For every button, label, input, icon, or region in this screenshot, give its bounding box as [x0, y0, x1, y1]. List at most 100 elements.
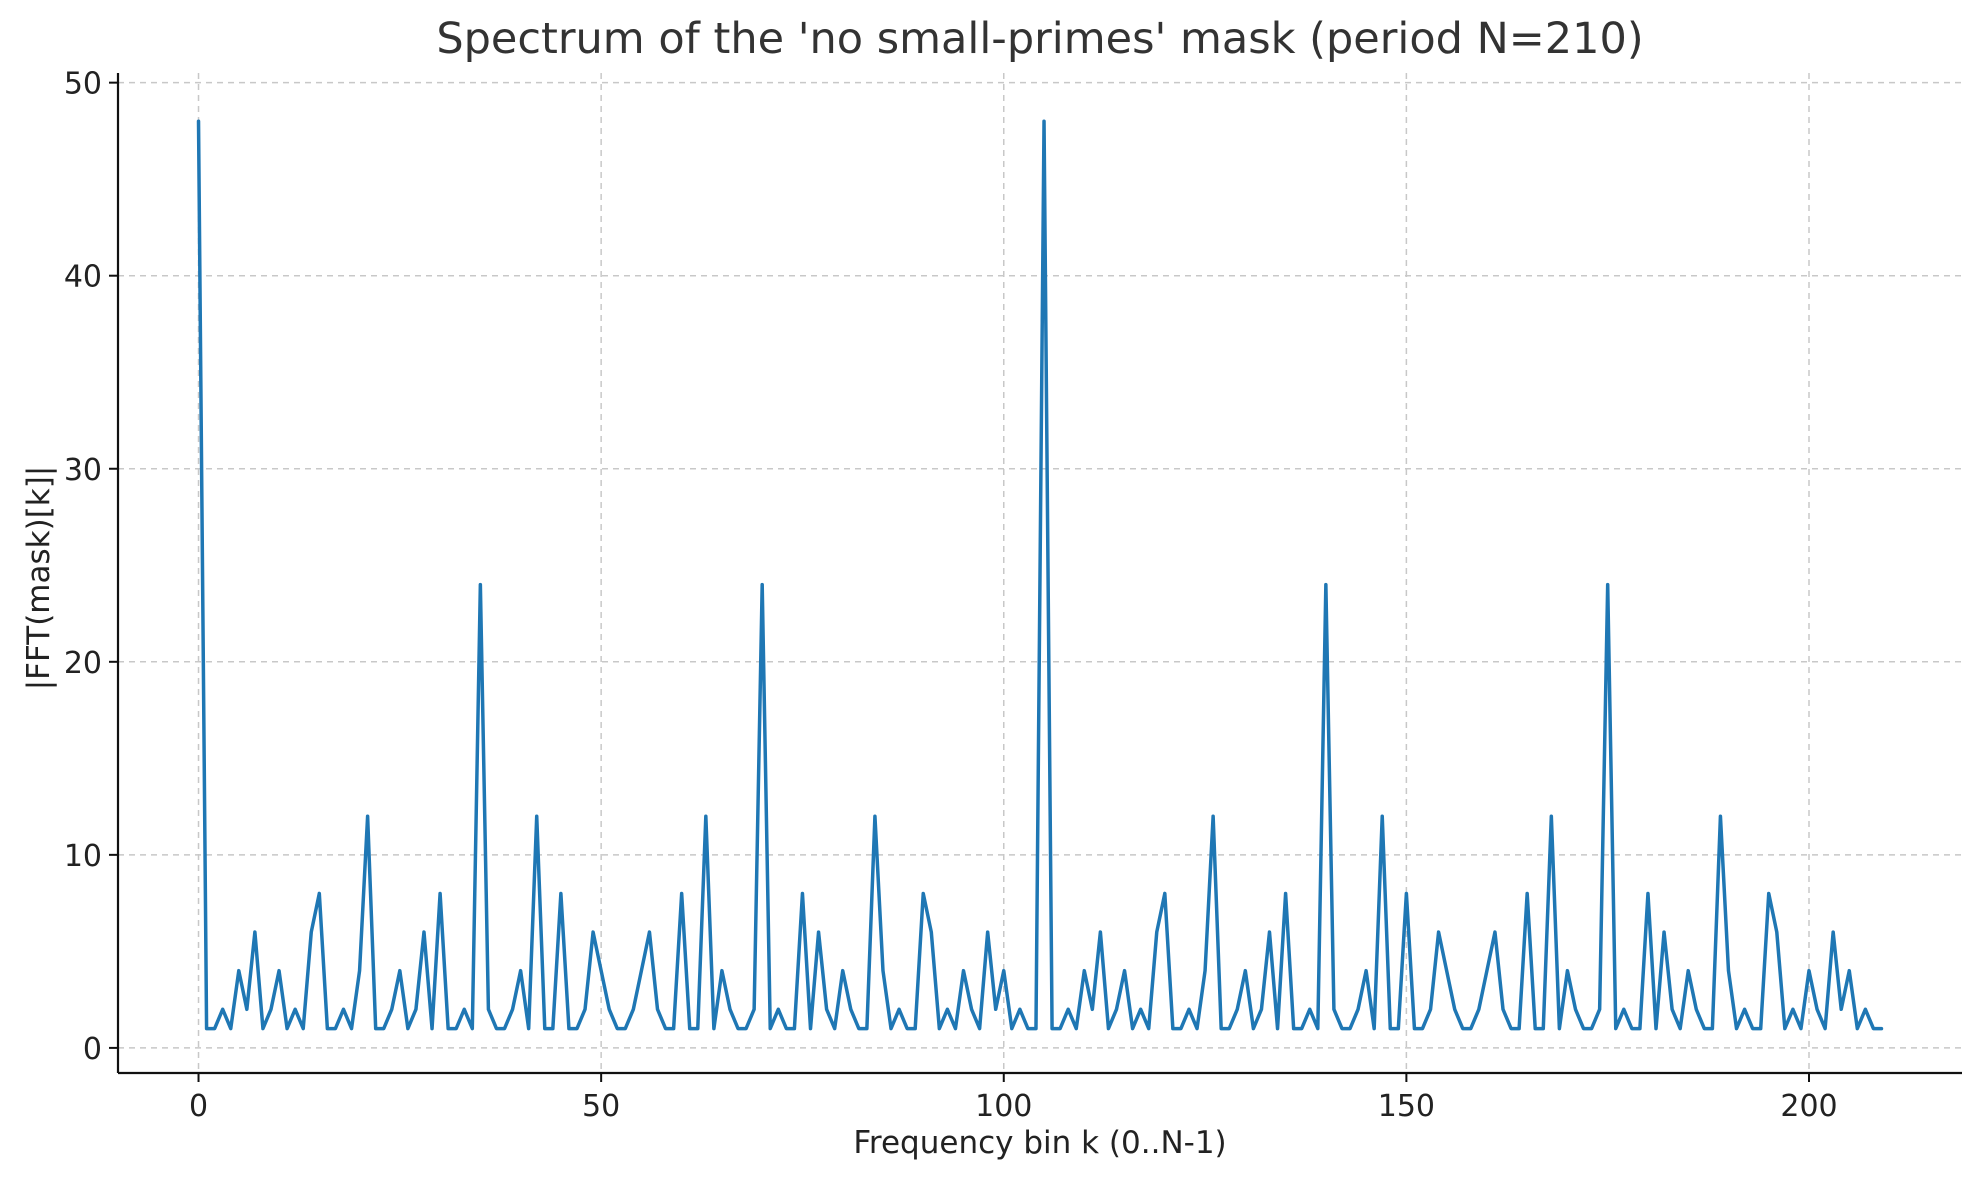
data-point-48	[584, 1008, 587, 1011]
data-point-198	[1791, 1008, 1794, 1011]
data-point-9	[270, 1008, 273, 1011]
data-point-89	[914, 1027, 917, 1030]
data-point-15	[318, 892, 321, 895]
data-point-106	[1051, 1027, 1054, 1030]
data-point-204	[1840, 1008, 1843, 1011]
data-point-70	[761, 583, 764, 586]
data-point-127	[1220, 1027, 1223, 1030]
data-point-175	[1606, 583, 1609, 586]
data-point-63	[704, 815, 707, 818]
data-point-25	[398, 969, 401, 972]
data-point-165	[1526, 892, 1529, 895]
series-line-0	[196, 119, 1884, 1031]
x-tick-label-50: 50	[582, 1089, 620, 1124]
data-point-39	[511, 1008, 514, 1011]
data-point-54	[632, 1008, 635, 1011]
data-point-36	[487, 1008, 490, 1011]
data-point-194	[1759, 1027, 1762, 1030]
data-point-185	[1687, 969, 1690, 972]
data-point-154	[1437, 931, 1440, 934]
data-point-100	[1002, 969, 1005, 972]
data-point-73	[785, 1027, 788, 1030]
data-point-171	[1574, 1008, 1577, 1011]
data-point-200	[1808, 969, 1811, 972]
data-point-124	[1196, 1027, 1199, 1030]
data-point-136	[1292, 1027, 1295, 1030]
data-point-59	[672, 1027, 675, 1030]
data-point-41	[527, 1027, 530, 1030]
data-point-99	[994, 1008, 997, 1011]
data-point-131	[1252, 1027, 1255, 1030]
data-point-138	[1308, 1008, 1311, 1011]
data-point-38	[503, 1027, 506, 1030]
data-point-61	[688, 1027, 691, 1030]
data-point-0	[197, 120, 200, 123]
data-point-146	[1373, 1027, 1376, 1030]
data-point-88	[906, 1027, 909, 1030]
data-point-71	[769, 1027, 772, 1030]
data-point-156	[1453, 1008, 1456, 1011]
data-point-116	[1131, 1027, 1134, 1030]
data-point-193	[1751, 1027, 1754, 1030]
data-point-191	[1735, 1027, 1738, 1030]
data-point-65	[720, 969, 723, 972]
data-point-47	[575, 1027, 578, 1030]
data-point-140	[1324, 583, 1327, 586]
data-point-148	[1389, 1027, 1392, 1030]
data-point-125	[1204, 969, 1207, 972]
data-point-1	[205, 1027, 208, 1030]
y-tick-label-40: 40	[64, 260, 102, 295]
data-point-21	[366, 815, 369, 818]
data-point-157	[1461, 1027, 1464, 1030]
data-point-186	[1695, 1008, 1698, 1011]
data-point-45	[559, 892, 562, 895]
data-point-102	[1018, 1008, 1021, 1011]
data-point-118	[1147, 1027, 1150, 1030]
data-point-207	[1864, 1008, 1867, 1011]
data-point-110	[1083, 969, 1086, 972]
data-point-53	[624, 1027, 627, 1030]
data-point-76	[809, 1027, 812, 1030]
y-axis-label: |FFT(mask)[k]|	[21, 466, 57, 691]
data-point-69	[753, 1008, 756, 1011]
data-point-139	[1316, 1027, 1319, 1030]
data-point-87	[898, 1008, 901, 1011]
data-point-95	[962, 969, 965, 972]
data-point-122	[1179, 1027, 1182, 1030]
data-point-17	[334, 1027, 337, 1030]
data-point-153	[1429, 1008, 1432, 1011]
data-point-170	[1566, 969, 1569, 972]
data-point-174	[1598, 1008, 1601, 1011]
data-point-126	[1212, 815, 1215, 818]
data-point-2	[213, 1027, 216, 1030]
data-point-201	[1816, 1008, 1819, 1011]
data-point-166	[1534, 1027, 1537, 1030]
data-point-159	[1477, 1008, 1480, 1011]
data-point-105	[1043, 120, 1046, 123]
data-point-22	[374, 1027, 377, 1030]
data-point-132	[1260, 1008, 1263, 1011]
data-point-23	[382, 1027, 385, 1030]
data-point-77	[817, 931, 820, 934]
x-axis-label: Frequency bin k (0..N-1)	[853, 1125, 1226, 1161]
data-point-134	[1276, 1027, 1279, 1030]
data-point-121	[1171, 1027, 1174, 1030]
data-point-29	[431, 1027, 434, 1030]
data-point-75	[801, 892, 804, 895]
data-point-179	[1638, 1027, 1641, 1030]
data-point-151	[1413, 1027, 1416, 1030]
x-tick-label-200: 200	[1780, 1089, 1837, 1124]
data-point-129	[1236, 1008, 1239, 1011]
data-point-91	[930, 931, 933, 934]
data-point-195	[1767, 892, 1770, 895]
data-point-44	[551, 1027, 554, 1030]
data-point-155	[1445, 969, 1448, 972]
data-point-206	[1856, 1027, 1859, 1030]
data-point-10	[278, 969, 281, 972]
data-point-49	[592, 931, 595, 934]
data-point-119	[1155, 931, 1158, 934]
data-point-13	[302, 1027, 305, 1030]
data-point-109	[1075, 1027, 1078, 1030]
data-point-111	[1091, 1008, 1094, 1011]
